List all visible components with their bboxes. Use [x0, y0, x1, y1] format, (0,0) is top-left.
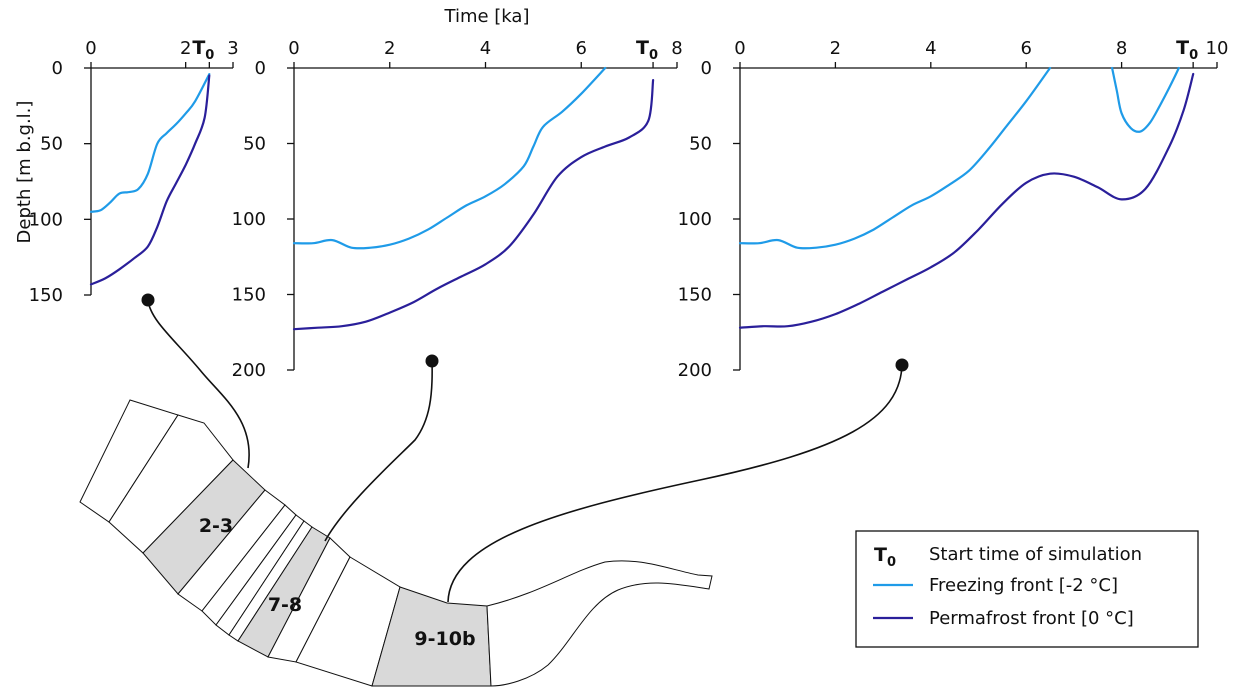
- segment-map: 2-3 7-8 9-10b: [79, 399, 713, 687]
- freezing-front-line: [1111, 66, 1180, 133]
- y-tick-label: 50: [243, 134, 266, 155]
- x-tick-label: 0: [288, 38, 299, 59]
- connector-dot-7-8: [425, 354, 439, 368]
- freezing-front-line: [292, 66, 607, 250]
- segment-label-2-3: 2-3: [199, 515, 233, 537]
- connector-7-8: [324, 360, 433, 542]
- t0-label: T0: [636, 37, 658, 63]
- y-tick-label: 200: [678, 360, 712, 381]
- legend-t0-symbol: T0: [874, 544, 896, 570]
- legend-t0-text: Start time of simulation: [929, 544, 1142, 565]
- x-tick-label: 8: [671, 38, 682, 59]
- connectors: [141, 293, 909, 603]
- chart-panel-9-10b: 0 2 4 6 8 10 T0 0 50 100 150 200: [678, 37, 1229, 381]
- legend-freezing-label: Freezing front [-2 °C]: [929, 575, 1118, 596]
- y-tick-label: 100: [29, 209, 63, 230]
- legend-box: [855, 530, 1199, 648]
- y-tick-label: 0: [701, 58, 712, 79]
- x-tick-label: 4: [480, 38, 491, 59]
- y-tick-label: 150: [232, 285, 266, 306]
- chart-panel-7-8: 0 2 4 6 8 T0 0 50 100 150 200: [232, 37, 683, 381]
- y-tick-label: 0: [255, 58, 266, 79]
- connector-9-10b: [447, 364, 903, 603]
- y-tick-label: 50: [689, 134, 712, 155]
- y-tick-label: 150: [29, 285, 63, 306]
- y-tick-label: 50: [40, 134, 63, 155]
- y-tick-label: 200: [232, 360, 266, 381]
- x-tick-label: 6: [576, 38, 587, 59]
- x-tick-label: 3: [227, 38, 238, 59]
- permafrost-front-line: [292, 79, 655, 331]
- x-tick-label: 2: [384, 38, 395, 59]
- connector-dot-9-10b: [895, 358, 909, 372]
- y-tick-label: 0: [52, 58, 63, 79]
- x-tick-label: 2: [180, 38, 191, 59]
- time-axis-label: Time [ka]: [444, 6, 530, 27]
- legend-permafrost-label: Permafrost front [0 °C]: [929, 608, 1134, 629]
- segment-label-9-10b: 9-10b: [414, 628, 475, 650]
- y-tick-label: 150: [678, 285, 712, 306]
- x-tick-label: 10: [1206, 38, 1229, 59]
- connector-2-3: [147, 299, 250, 469]
- x-tick-label: 4: [925, 38, 936, 59]
- x-tick-label: 2: [830, 38, 841, 59]
- depth-axis-label: Depth [m b.g.l.]: [14, 101, 35, 244]
- permafrost-front-line: [738, 72, 1195, 329]
- connector-dot-2-3: [141, 293, 155, 307]
- chart-panel-2-3: 0 2 3 T0 0 50 100 150: [29, 37, 239, 306]
- y-tick-label: 100: [678, 209, 712, 230]
- freezing-front-line: [89, 73, 211, 213]
- x-tick-label: 0: [85, 38, 96, 59]
- x-tick-label: 6: [1020, 38, 1031, 59]
- t0-label: T0: [192, 37, 214, 63]
- x-tick-label: 8: [1116, 38, 1127, 59]
- legend: T0 Start time of simulation Freezing fro…: [855, 530, 1199, 648]
- x-tick-label: 0: [734, 38, 745, 59]
- freezing-front-line: [738, 66, 1052, 250]
- map-segment-tail: [486, 560, 713, 687]
- permafrost-front-line: [89, 74, 211, 286]
- y-tick-label: 100: [232, 209, 266, 230]
- t0-label: T0: [1176, 37, 1198, 63]
- segment-label-7-8: 7-8: [268, 594, 302, 616]
